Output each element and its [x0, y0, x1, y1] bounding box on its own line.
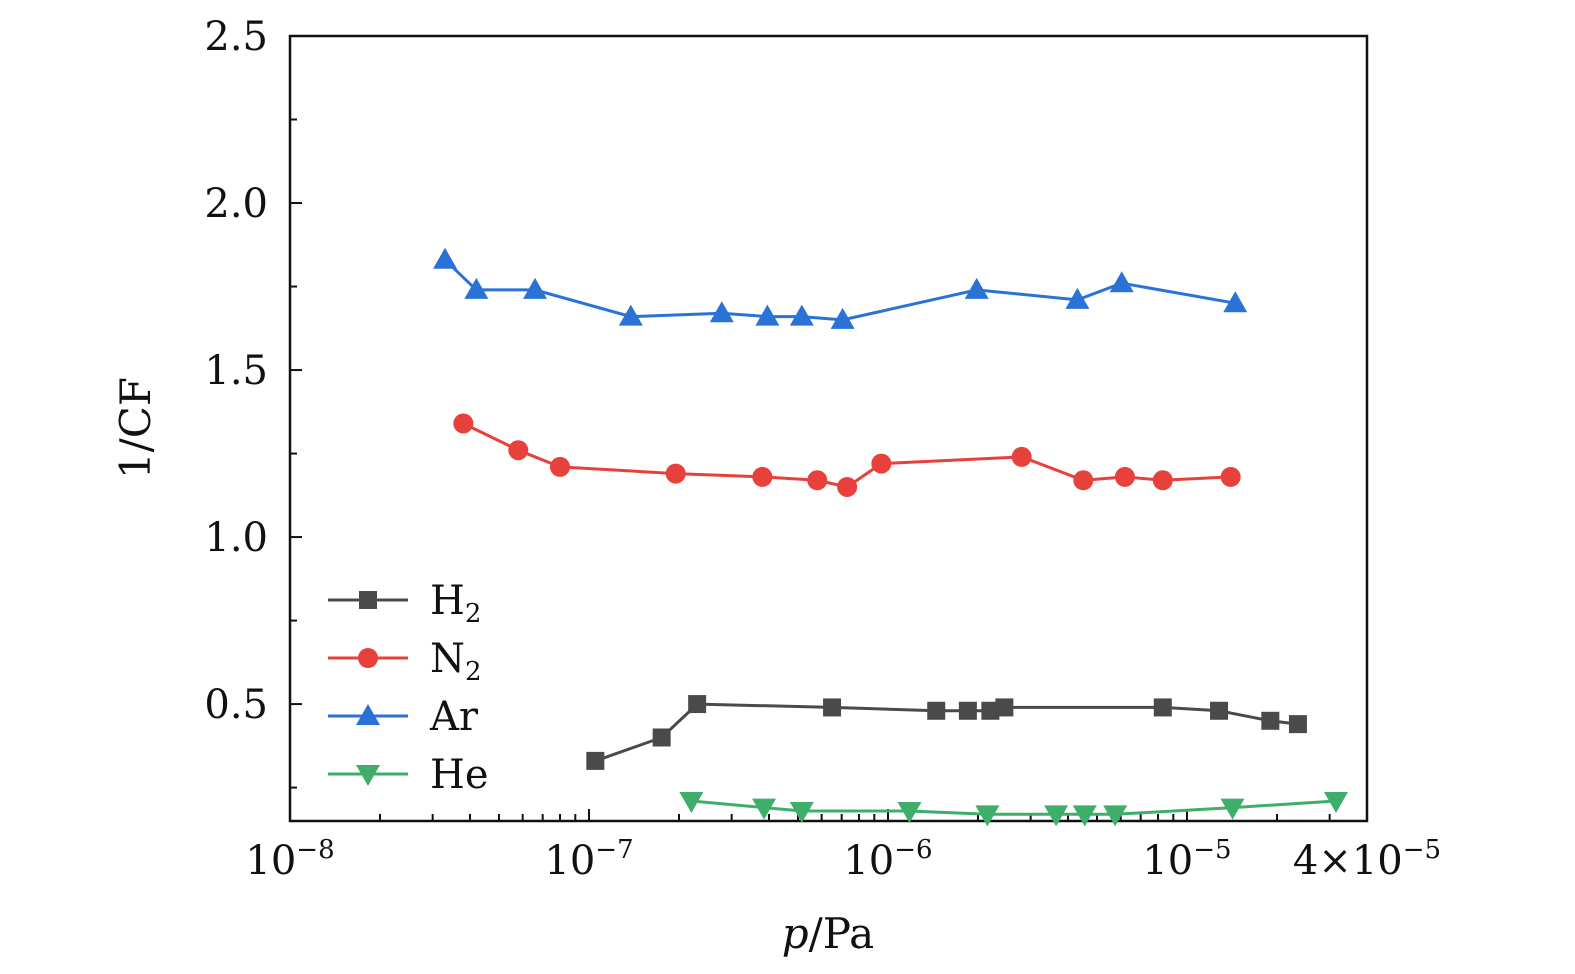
data-point-ar: [464, 277, 489, 299]
legend-label-h2: H2: [430, 578, 481, 629]
data-point-ar: [433, 247, 458, 269]
data-point-he: [1323, 791, 1348, 813]
data-point-n2: [1011, 446, 1032, 467]
legend-label-ar: Ar: [429, 694, 479, 740]
y-tick-label: 2.5: [204, 14, 268, 60]
plot-frame: [288, 34, 1369, 823]
data-point-ar: [830, 307, 855, 329]
data-point-n2: [1114, 466, 1135, 487]
series-h2: [586, 695, 1307, 770]
data-point-ar: [1109, 271, 1134, 293]
data-point-h2: [1261, 711, 1280, 730]
x-axis-title: p/Pa: [782, 909, 874, 958]
data-point-h2: [586, 751, 605, 770]
x-axis-title-unit: /Pa: [809, 909, 875, 958]
data-point-h2: [688, 695, 707, 714]
data-point-he: [752, 798, 777, 820]
data-point-ar: [964, 277, 989, 299]
data-point-n2: [1220, 466, 1241, 487]
legend-marker-h2: [359, 591, 377, 609]
data-point-n2: [665, 463, 686, 484]
y-tick-label: 0.5: [204, 682, 268, 728]
data-point-he: [789, 801, 814, 823]
series-line-he: [691, 799, 1337, 816]
data-point-n2: [1073, 470, 1094, 491]
data-point-n2: [837, 476, 858, 497]
data-series: [433, 247, 1348, 827]
y-tick-label: 1.0: [204, 515, 268, 561]
data-point-he: [679, 791, 704, 813]
series-he: [679, 791, 1348, 827]
data-point-h2: [958, 701, 977, 720]
data-point-n2: [752, 466, 773, 487]
data-point-ar: [1223, 291, 1248, 313]
data-point-he: [975, 805, 1000, 827]
data-point-he: [1103, 805, 1128, 827]
data-point-h2: [823, 698, 842, 717]
data-point-h2: [1288, 715, 1307, 734]
series-ar: [433, 247, 1248, 329]
legend: H2 N2 Ar He: [328, 578, 489, 798]
series-n2: [453, 413, 1241, 497]
data-point-he: [897, 801, 922, 823]
data-point-he: [1044, 805, 1069, 827]
x-tick-label: 10−5: [1142, 835, 1231, 884]
x-tick-label: 10−8: [245, 835, 334, 884]
data-point-h2: [1210, 701, 1229, 720]
data-point-ar: [1065, 287, 1090, 309]
data-point-ar: [755, 304, 780, 326]
data-point-n2: [508, 440, 529, 461]
legend-label-he: He: [430, 752, 489, 798]
data-point-h2: [927, 701, 946, 720]
data-point-n2: [807, 470, 828, 491]
data-point-n2: [550, 456, 571, 477]
y-tick-label: 2.0: [204, 181, 268, 227]
legend-label-n2: N2: [430, 636, 482, 687]
data-point-n2: [871, 453, 892, 474]
x-axis-ticks: 10−8 10−7 10−6 10−5 4×10−5: [245, 809, 1441, 884]
data-point-n2: [1152, 470, 1173, 491]
data-point-h2: [995, 698, 1014, 717]
legend-marker-ar: [356, 704, 380, 725]
data-point-n2: [453, 413, 474, 434]
data-point-ar: [709, 301, 734, 323]
y-axis-ticks: 0.5 1.0 1.5 2.0 2.5: [204, 14, 302, 789]
series-line-ar: [443, 258, 1236, 322]
x-tick-label: 10−7: [544, 835, 633, 884]
data-point-he: [1072, 805, 1097, 827]
x-tick-label: 10−6: [843, 835, 932, 884]
data-point-ar: [789, 304, 814, 326]
data-point-h2: [981, 701, 1000, 720]
x-tick-label: 4×10−5: [1293, 835, 1441, 884]
data-point-ar: [523, 277, 548, 299]
legend-marker-n2: [358, 648, 378, 668]
data-point-ar: [618, 304, 643, 326]
y-axis-title: 1/CF: [111, 377, 160, 479]
data-point-h2: [652, 728, 671, 747]
data-point-h2: [1153, 698, 1172, 717]
data-point-he: [1220, 798, 1245, 820]
legend-marker-he: [356, 765, 380, 786]
y-tick-label: 1.5: [204, 348, 268, 394]
x-axis-title-variable: p: [782, 909, 809, 958]
